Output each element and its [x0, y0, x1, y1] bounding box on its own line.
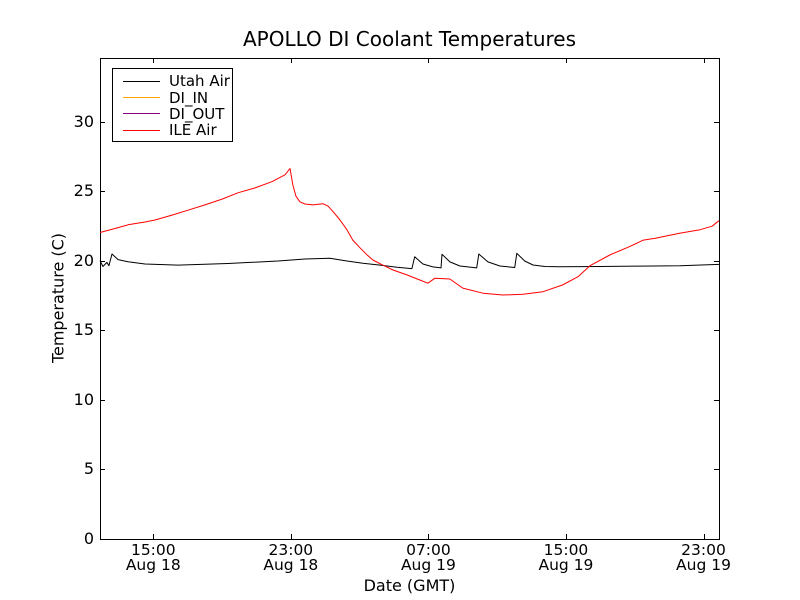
legend-label: ILE Air	[169, 121, 217, 140]
x-tick-label: 07:00 Aug 19	[380, 543, 476, 572]
x-tick-date: Aug 19	[676, 555, 731, 574]
y-tick-label: 30	[73, 111, 94, 131]
x-tick-date: Aug 19	[538, 555, 594, 574]
legend-line-swatch	[123, 113, 160, 115]
x-tick-label: 15:00 Aug 19	[518, 543, 614, 572]
y-tick-label: 15	[73, 320, 94, 340]
legend-label: DI_IN	[169, 88, 209, 107]
legend-label: DI_OUT	[169, 104, 225, 123]
legend-line-swatch	[123, 97, 160, 99]
y-tick-label: 10	[73, 389, 94, 409]
legend-item-di-out: DI_OUT	[113, 104, 232, 123]
x-tick-time: 23:00	[268, 541, 314, 559]
x-tick-label: 23:00 Aug 19	[656, 543, 752, 572]
x-tick-label: 15:00 Aug 18	[105, 543, 201, 572]
series-line-ile-air	[99, 168, 720, 296]
x-tick-time: 15:00	[130, 541, 176, 559]
series-line-utah-air	[99, 252, 720, 270]
legend-item-utah-air: Utah Air	[113, 72, 232, 91]
y-tick-label: 20	[73, 250, 94, 270]
legend-label: Utah Air	[169, 72, 230, 91]
plot-frame	[100, 58, 720, 540]
x-tick-date: Aug 18	[263, 555, 319, 574]
y-tick-label: 25	[73, 181, 94, 201]
legend: Utah Air DI_IN DI_OUT ILE Air	[112, 68, 233, 142]
legend-line-swatch	[123, 80, 160, 82]
y-tick-label: 5	[83, 459, 94, 479]
x-tick-time: 15:00	[543, 541, 589, 559]
x-tick-date: Aug 18	[125, 555, 181, 574]
chart-title: APOLLO DI Coolant Temperatures	[242, 27, 577, 51]
legend-line-swatch	[123, 129, 160, 131]
legend-item-di-in: DI_IN	[113, 88, 232, 107]
x-tick-date: Aug 19	[400, 555, 456, 574]
y-tick-label: 0	[83, 529, 94, 548]
x-tick-time: 23:00	[681, 541, 726, 559]
legend-item-ile-air: ILE Air	[113, 121, 232, 140]
x-tick-time: 07:00	[406, 541, 451, 559]
x-axis-label: Date (GMT)	[363, 576, 456, 595]
x-tick-label: 23:00 Aug 18	[243, 543, 339, 572]
